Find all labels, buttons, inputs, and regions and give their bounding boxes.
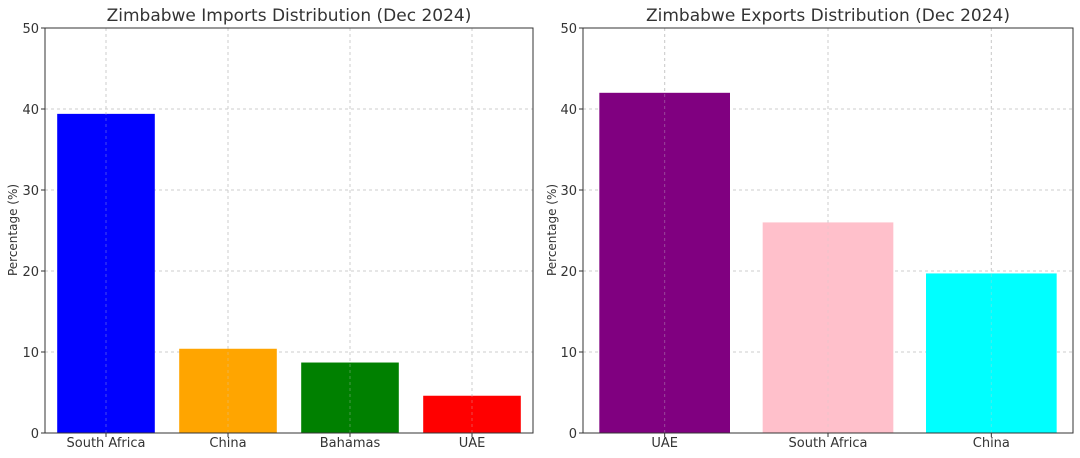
x-tick-label: China bbox=[973, 436, 1010, 451]
y-tick-label: 10 bbox=[22, 346, 39, 361]
exports-chart: Zimbabwe Exports Distribution (Dec 2024)… bbox=[545, 6, 1074, 451]
x-tick-label: China bbox=[209, 436, 246, 451]
y-tick-label: 30 bbox=[560, 184, 577, 199]
bar-south-africa bbox=[57, 113, 155, 434]
x-tick-label: UAE bbox=[651, 436, 678, 451]
chart-title: Zimbabwe Exports Distribution (Dec 2024) bbox=[646, 6, 1010, 26]
bar-uae bbox=[423, 395, 521, 433]
bar-china bbox=[179, 348, 277, 433]
y-tick-label: 40 bbox=[560, 103, 577, 118]
bar-bahamas bbox=[301, 362, 399, 433]
bar-south-africa bbox=[762, 222, 894, 433]
bar-china bbox=[926, 273, 1057, 433]
y-tick-label: 0 bbox=[31, 427, 39, 442]
x-tick-label: South Africa bbox=[789, 436, 868, 451]
y-tick-label: 50 bbox=[22, 22, 39, 37]
y-tick-label: 0 bbox=[569, 427, 577, 442]
x-tick-label: Bahamas bbox=[320, 436, 381, 451]
y-tick-label: 10 bbox=[560, 346, 577, 361]
imports-chart: Zimbabwe Imports Distribution (Dec 2024)… bbox=[6, 6, 534, 451]
x-tick-label: UAE bbox=[459, 436, 486, 451]
y-tick-label: 20 bbox=[22, 265, 39, 280]
chart-title: Zimbabwe Imports Distribution (Dec 2024) bbox=[107, 6, 472, 26]
x-tick-label: South Africa bbox=[67, 436, 146, 451]
y-axis-label: Percentage (%) bbox=[545, 184, 559, 276]
y-axis-label: Percentage (%) bbox=[6, 184, 20, 276]
y-tick-label: 30 bbox=[22, 184, 39, 199]
plot-frame bbox=[44, 27, 534, 434]
y-tick-label: 20 bbox=[560, 265, 577, 280]
y-tick-label: 50 bbox=[560, 22, 577, 37]
bar-uae bbox=[599, 92, 730, 434]
y-tick-label: 40 bbox=[22, 103, 39, 118]
